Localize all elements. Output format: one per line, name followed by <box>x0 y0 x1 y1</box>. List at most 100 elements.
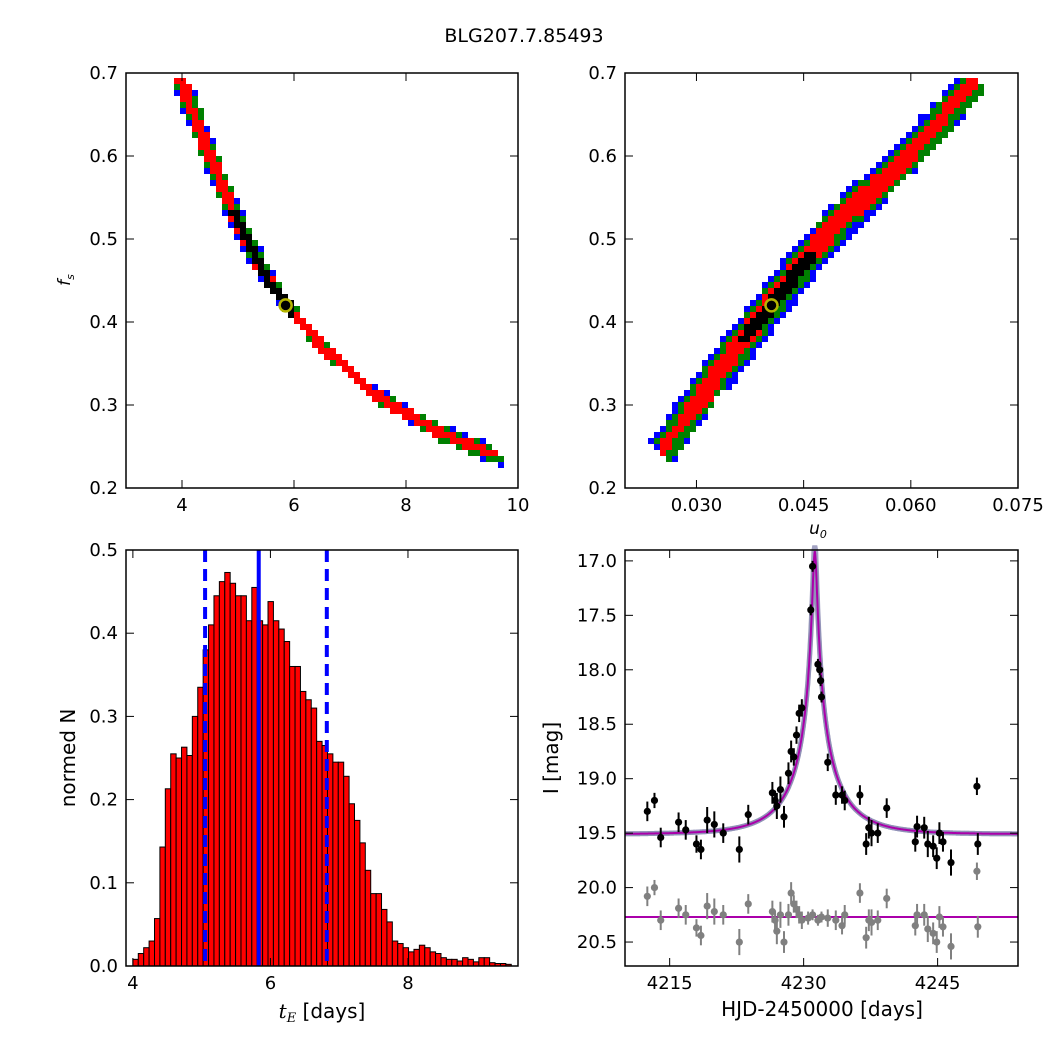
heatmap-cell-green <box>720 342 726 348</box>
heatmap-cell-blue <box>948 84 954 90</box>
heatmap-cell-red <box>726 354 732 360</box>
heatmap-cell-red <box>936 126 942 132</box>
data-point <box>807 606 815 614</box>
x-axis-label-main: t <box>279 999 288 1023</box>
heatmap-cell-red <box>228 204 234 210</box>
x-tick-label: 4 <box>176 495 187 516</box>
heatmap-cell-green <box>834 234 840 240</box>
y-tick-label: 0.3 <box>89 395 118 416</box>
heatmap-cell-red <box>708 372 714 378</box>
heatmap-cell-red <box>684 402 690 408</box>
heatmap-cell-blue <box>480 456 486 462</box>
heatmap-cell-red <box>948 96 954 102</box>
heatmap-cell-blue <box>792 294 798 300</box>
heatmap-cell-red <box>954 96 960 102</box>
y-tick-label: 0.2 <box>89 790 118 811</box>
histogram-bar <box>397 943 404 967</box>
heatmap-cell-red <box>798 252 804 258</box>
residual-point <box>703 902 711 910</box>
heatmap-cell-red <box>456 438 462 444</box>
heatmap-cell-red <box>348 366 354 372</box>
heatmap-cell-red <box>348 372 354 378</box>
heatmap-cell-red <box>912 150 918 156</box>
heatmap-cell-green <box>672 450 678 456</box>
y-tick-label: 0.6 <box>89 146 118 167</box>
heatmap-cell-red <box>192 126 198 132</box>
heatmap-cell-red <box>444 432 450 438</box>
heatmap-cell-green <box>216 192 222 198</box>
heatmap-cell-green <box>186 114 192 120</box>
heatmap-cell-black <box>234 216 240 222</box>
heatmap-cell-green <box>834 204 840 210</box>
histogram-bar <box>197 686 204 967</box>
y-tick-label: 17.5 <box>577 605 617 626</box>
heatmap-cell-blue <box>768 276 774 282</box>
heatmap-cell-blue <box>204 126 210 132</box>
heatmap-cell-red <box>420 420 426 426</box>
y-axis-label-sub: s <box>64 274 77 280</box>
histogram-bar <box>440 957 447 967</box>
heatmap-cell-red <box>966 84 972 90</box>
heatmap-cell-green <box>258 252 264 258</box>
heatmap-cell-green <box>924 120 930 126</box>
heatmap-cell-green <box>918 126 924 132</box>
heatmap-cell-black <box>264 276 270 282</box>
heatmap-cell-blue <box>762 282 768 288</box>
data-point <box>657 833 665 842</box>
data-point <box>929 842 937 850</box>
heatmap-cell-green <box>762 324 768 330</box>
heatmap-cell-blue <box>876 204 882 210</box>
heatmap-cell-green <box>702 372 708 378</box>
heatmap-cell-black <box>264 270 270 276</box>
heatmap-cell-blue <box>942 90 948 96</box>
heatmap-cell-black <box>744 324 750 330</box>
heatmap-cell-green <box>900 174 906 180</box>
heatmap-cell-black <box>288 312 294 318</box>
plot-frame <box>125 549 519 967</box>
heatmap-cell-red <box>966 78 972 84</box>
heatmap-cell-red <box>870 180 876 186</box>
residual-point <box>974 923 982 931</box>
heatmap-cell-green <box>942 126 948 132</box>
heatmap-cell-black <box>792 270 798 276</box>
residual-point <box>883 894 891 903</box>
residual-point <box>913 911 921 919</box>
heatmap-cell-blue <box>672 408 678 414</box>
heatmap-cell-green <box>900 144 906 150</box>
histogram-bar <box>462 957 469 967</box>
heatmap-cell-green <box>876 168 882 174</box>
heatmap-cell-green <box>456 444 462 450</box>
histogram-bar <box>370 893 377 967</box>
heatmap-cell-red <box>462 444 468 450</box>
heatmap-cell-red <box>804 246 810 252</box>
heatmap-cell-black <box>786 282 792 288</box>
panel-u0-vs-fs: 0.030 0.045 0.060 0.075 0.2 0.3 0.4 0.5 0.6 0.7 u… <box>588 63 1043 541</box>
heatmap-cell-red <box>294 318 300 324</box>
histogram-bar <box>337 761 345 967</box>
residual-point <box>719 911 727 919</box>
y-tick-label: 0.5 <box>89 540 118 561</box>
heatmap-cell-blue <box>840 192 846 198</box>
residual-point <box>697 931 705 940</box>
heatmap-cell-green <box>744 348 750 354</box>
heatmap-cell-red <box>852 204 858 210</box>
heatmap-cell-red <box>894 174 900 180</box>
data-point <box>939 838 947 846</box>
residual-point <box>657 916 665 924</box>
residual-point <box>973 867 981 875</box>
heatmap-cell-blue <box>930 102 936 108</box>
residual-point <box>867 918 876 927</box>
heatmap-cell-green <box>732 366 738 372</box>
heatmap-cell-green <box>738 360 744 366</box>
histogram-bar <box>445 958 453 967</box>
heatmap-cell-green <box>222 174 228 180</box>
histogram-bar <box>359 842 366 967</box>
heatmap-cell-green <box>684 396 690 402</box>
heatmap-cell-blue <box>954 120 960 126</box>
heatmap-cell-red <box>390 408 396 414</box>
heatmap-cell-green <box>672 414 678 420</box>
heatmap-cell-red <box>816 234 822 240</box>
histogram-bar <box>467 958 474 967</box>
heatmap-cell-blue <box>858 222 864 228</box>
heatmap-cell-blue <box>654 432 660 438</box>
